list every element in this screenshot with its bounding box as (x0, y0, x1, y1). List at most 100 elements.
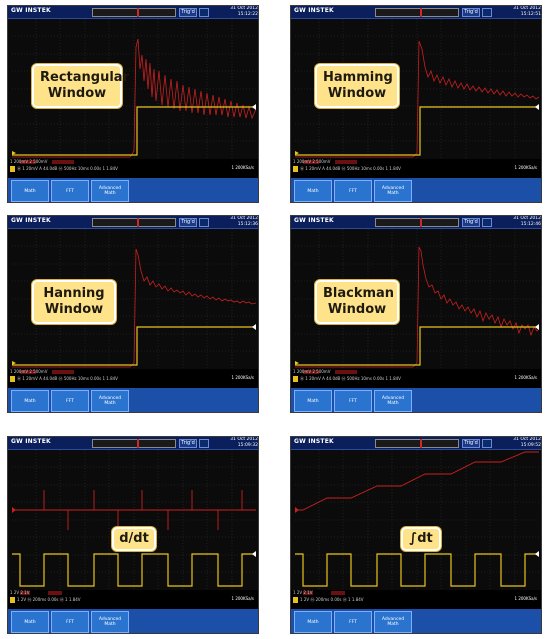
status-line-1: 1 2V 2 1V (293, 590, 313, 595)
channel-marker (12, 151, 16, 155)
scope-panel-blackman: GW INSTEK Trig'd 31 Oct 2012 15:12:46 Bl… (290, 215, 542, 413)
scope-top-bar: GW INSTEK Trig'd 31 Oct 2012 15:12:22 (8, 6, 258, 19)
math-trace (295, 246, 539, 368)
waveform-display[interactable] (295, 450, 539, 590)
window-label: Hamming Window (315, 64, 399, 108)
advanced-math-softkey[interactable]: Advanced Math (91, 180, 129, 202)
status-line-2: Ⓜ 1 20mV A 44.0dB Ⓜ 500Hz 10ms 0.00s 1 1… (17, 166, 118, 171)
trigger-position-bar (375, 218, 459, 227)
trigger-level-marker (535, 551, 539, 557)
trigger-position-bar (375, 8, 459, 17)
graticule (295, 450, 539, 590)
trigger-status-button[interactable]: Trig'd (462, 218, 480, 227)
status-line-1: 1 200mV 2 500mV (293, 369, 331, 374)
brand-logo: GW INSTEK (294, 438, 334, 445)
trigger-mode-icon[interactable] (482, 8, 492, 17)
status-line-2: Ⓜ 1 20mV A 44.0dB Ⓜ 500Hz 10ms 0.00s 1 1… (17, 376, 118, 381)
advanced-math-softkey[interactable]: Advanced Math (374, 180, 412, 202)
math-softkey[interactable]: Math (294, 390, 332, 412)
status-bar: 1 2V 2 1V 1 2V Ⓜ 200ms 0.00s Ⓜ 1 1.84V 1… (291, 590, 541, 609)
trigger-status-button[interactable]: Trig'd (462, 439, 480, 448)
math-softkey[interactable]: Math (11, 390, 49, 412)
softkey-bar: Math FFT Advanced Math (291, 609, 541, 633)
trigger-status-button[interactable]: Trig'd (179, 8, 197, 17)
waveform-display[interactable] (295, 19, 539, 159)
trigger-mode-icon[interactable] (482, 439, 492, 448)
trigger-mode-icon[interactable] (199, 8, 209, 17)
date-time: 31 Oct 2012 15:09:52 (513, 437, 541, 448)
brand-logo: GW INSTEK (11, 217, 51, 224)
trigger-status-button[interactable]: Trig'd (179, 439, 197, 448)
fft-softkey[interactable]: FFT (51, 180, 89, 202)
scope-top-bar: GW INSTEK Trig'd 31 Oct 2012 15:12:36 (8, 216, 258, 229)
softkey-bar: Math FFT Advanced Math (291, 178, 541, 202)
trigger-mode-icon[interactable] (482, 218, 492, 227)
status-line-2: 1 2V Ⓜ 200ms 0.00s Ⓜ 1 1.84V (300, 597, 364, 602)
math-trace (295, 40, 539, 158)
brand-logo: GW INSTEK (11, 438, 51, 445)
trigger-mode-icon[interactable] (199, 218, 209, 227)
softkey-bar: Math FFT Advanced Math (291, 388, 541, 412)
status-bar: 1 200mV 2 500mV Ⓜ 1 20mV A 44.0dB Ⓜ 500H… (8, 159, 258, 178)
trigger-marker (420, 439, 422, 448)
brand-logo: GW INSTEK (11, 7, 51, 14)
channel1-trace (295, 326, 539, 366)
status-line-1: 1 2V 2 1V (10, 590, 30, 595)
trigger-marker (420, 218, 422, 227)
status-line-1: 1 200mV 2 500mV (10, 159, 48, 164)
trigger-marker (137, 439, 139, 448)
advanced-math-softkey[interactable]: Advanced Math (374, 611, 412, 633)
math-trace (12, 248, 256, 368)
math-function-label: ∫dt (401, 527, 441, 551)
trigger-position-bar (375, 439, 459, 448)
graticule (12, 450, 256, 590)
trigger-status-button[interactable]: Trig'd (179, 218, 197, 227)
math-trace (12, 38, 256, 158)
math-function-label: d/dt (112, 527, 156, 551)
advanced-math-softkey[interactable]: Advanced Math (91, 611, 129, 633)
math-softkey[interactable]: Math (294, 611, 332, 633)
trigger-level-marker (252, 104, 256, 110)
window-label: Blackman Window (315, 280, 399, 324)
trigger-position-bar (92, 8, 176, 17)
channel1-trace (295, 106, 539, 156)
fft-softkey[interactable]: FFT (51, 390, 89, 412)
scope-panel-integral: GW INSTEK Trig'd 31 Oct 2012 15:09:52 ∫d… (290, 436, 542, 634)
trigger-level-marker (252, 551, 256, 557)
scope-top-bar: GW INSTEK Trig'd 31 Oct 2012 15:09:52 (291, 437, 541, 450)
softkey-bar: Math FFT Advanced Math (8, 609, 258, 633)
softkey-bar: Math FFT Advanced Math (8, 388, 258, 412)
math-softkey[interactable]: Math (11, 611, 49, 633)
channel1-trace (12, 553, 256, 587)
status-line-2: Ⓜ 1 20mV A 44.0dB Ⓜ 500Hz 10ms 0.00s 1 1… (300, 376, 401, 381)
math-trace (12, 490, 256, 530)
trigger-level-marker (252, 324, 256, 330)
math-trace (295, 451, 539, 511)
sample-rate: 1 200KSa/s (514, 375, 538, 380)
math-softkey[interactable]: Math (294, 180, 332, 202)
status-bar: 1 200mV 2 500mV Ⓜ 1 20mV A 44.0dB Ⓜ 500H… (8, 369, 258, 388)
math-softkey[interactable]: Math (11, 180, 49, 202)
fft-softkey[interactable]: FFT (334, 611, 372, 633)
trigger-level-marker (535, 324, 539, 330)
fft-softkey[interactable]: FFT (51, 611, 89, 633)
scope-panel-hanning: GW INSTEK Trig'd 31 Oct 2012 15:12:36 Ha… (7, 215, 259, 413)
status-bar: 1 200mV 2 500mV Ⓜ 1 20mV A 44.0dB Ⓜ 500H… (291, 159, 541, 178)
advanced-math-softkey[interactable]: Advanced Math (374, 390, 412, 412)
status-line-2: Ⓜ 1 20mV A 44.0dB Ⓜ 500Hz 10ms 0.00s 1 1… (300, 166, 401, 171)
advanced-math-softkey[interactable]: Advanced Math (91, 390, 129, 412)
trigger-status-button[interactable]: Trig'd (462, 8, 480, 17)
date-time: 31 Oct 2012 15:12:36 (230, 216, 258, 227)
sample-rate: 1 200KSa/s (231, 596, 255, 601)
trigger-position-bar (92, 439, 176, 448)
status-bar: 1 2V 2 1V 1 2V Ⓜ 200ms 0.00s Ⓜ 1 1.84V 1… (8, 590, 258, 609)
channel-marker (295, 507, 299, 513)
trigger-mode-icon[interactable] (199, 439, 209, 448)
date-time: 31 Oct 2012 15:12:22 (230, 6, 258, 17)
fft-softkey[interactable]: FFT (334, 180, 372, 202)
status-line-2: 1 2V Ⓜ 200ms 0.00s Ⓜ 1 1.84V (17, 597, 81, 602)
channel1-trace (295, 553, 539, 587)
waveform-display[interactable] (12, 450, 256, 590)
window-label: Hanning Window (32, 280, 116, 324)
fft-softkey[interactable]: FFT (334, 390, 372, 412)
